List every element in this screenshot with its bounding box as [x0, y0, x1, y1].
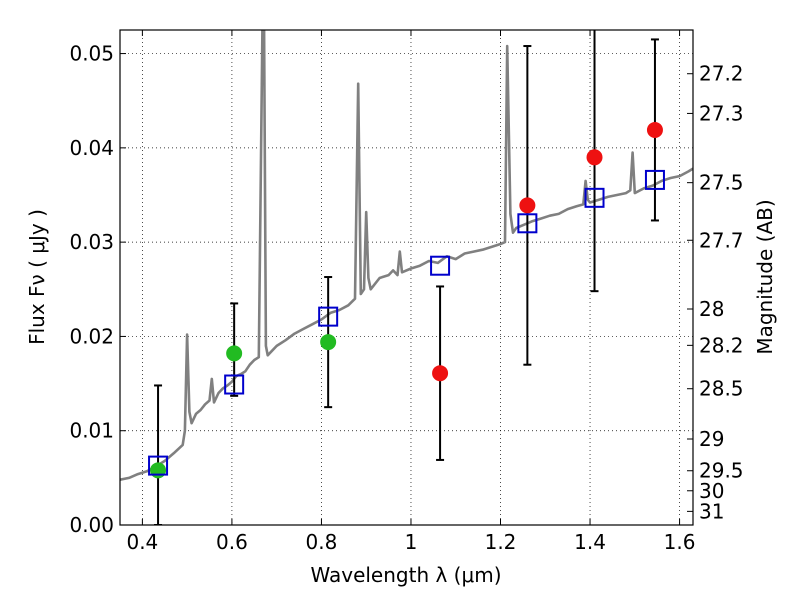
x-tick-label: 0.8 — [306, 530, 338, 554]
y2-tick-label: 29.5 — [699, 459, 744, 483]
y-tick-label: 0.03 — [69, 230, 114, 254]
spectrum-line — [120, 30, 693, 481]
y-tick-label: 0.00 — [69, 513, 114, 537]
model-square-marker — [584, 187, 605, 208]
model-square-marker — [430, 255, 451, 276]
model-square-marker — [318, 306, 339, 327]
y2-tick-label: 30 — [699, 479, 724, 503]
y2-tick-label: 28.2 — [699, 333, 744, 357]
x-tick-label: 1.4 — [574, 530, 606, 554]
model-square-marker — [517, 213, 538, 234]
detection-point — [226, 345, 243, 362]
x-tick-label: 1.6 — [664, 530, 696, 554]
x-tick-label: 0.4 — [126, 530, 158, 554]
model-square-marker — [224, 374, 245, 395]
red-point — [646, 121, 663, 138]
y-tick-label: 0.04 — [69, 136, 114, 160]
y2-tick-label: 28.5 — [699, 377, 744, 401]
x-axis: 0.4 0.6 0.8 1 1.2 1.4 1.6 — [126, 30, 695, 554]
y-axis-label: Flux Fν ( μJy ) — [25, 209, 49, 345]
y-tick-label: 0.02 — [69, 324, 114, 348]
y-tick-label: 0.01 — [69, 419, 114, 443]
y2-axis-label: Magnitude (AB) — [753, 199, 777, 354]
red-point — [432, 365, 449, 382]
x-tick-label: 1 — [405, 530, 418, 554]
model-square-marker — [644, 169, 665, 190]
y2-tick-label: 27.7 — [699, 228, 744, 252]
spectrum-layer — [120, 30, 693, 481]
marker-layer — [148, 121, 665, 479]
x-axis-label: Wavelength λ (μm) — [310, 563, 501, 587]
y2-tick-label: 29 — [699, 427, 724, 451]
y2-tick-label: 27.3 — [699, 101, 744, 125]
x-tick-label: 1.2 — [485, 530, 517, 554]
model-square-marker — [148, 455, 169, 476]
plot-frame — [119, 29, 694, 526]
y2-tick-label: 28 — [699, 297, 724, 321]
grid — [120, 30, 693, 526]
y2-tick-label: 27.5 — [699, 171, 744, 195]
detection-point — [320, 334, 337, 351]
y2-tick-label: 27.2 — [699, 62, 744, 86]
red-point — [519, 197, 536, 214]
red-point — [586, 149, 603, 166]
y-tick-label: 0.05 — [69, 42, 114, 66]
y-axis-left: 0.00 0.01 0.02 0.03 0.04 0.05 — [69, 42, 126, 537]
y2-tick-label: 31 — [699, 499, 724, 523]
x-tick-label: 0.6 — [216, 530, 248, 554]
